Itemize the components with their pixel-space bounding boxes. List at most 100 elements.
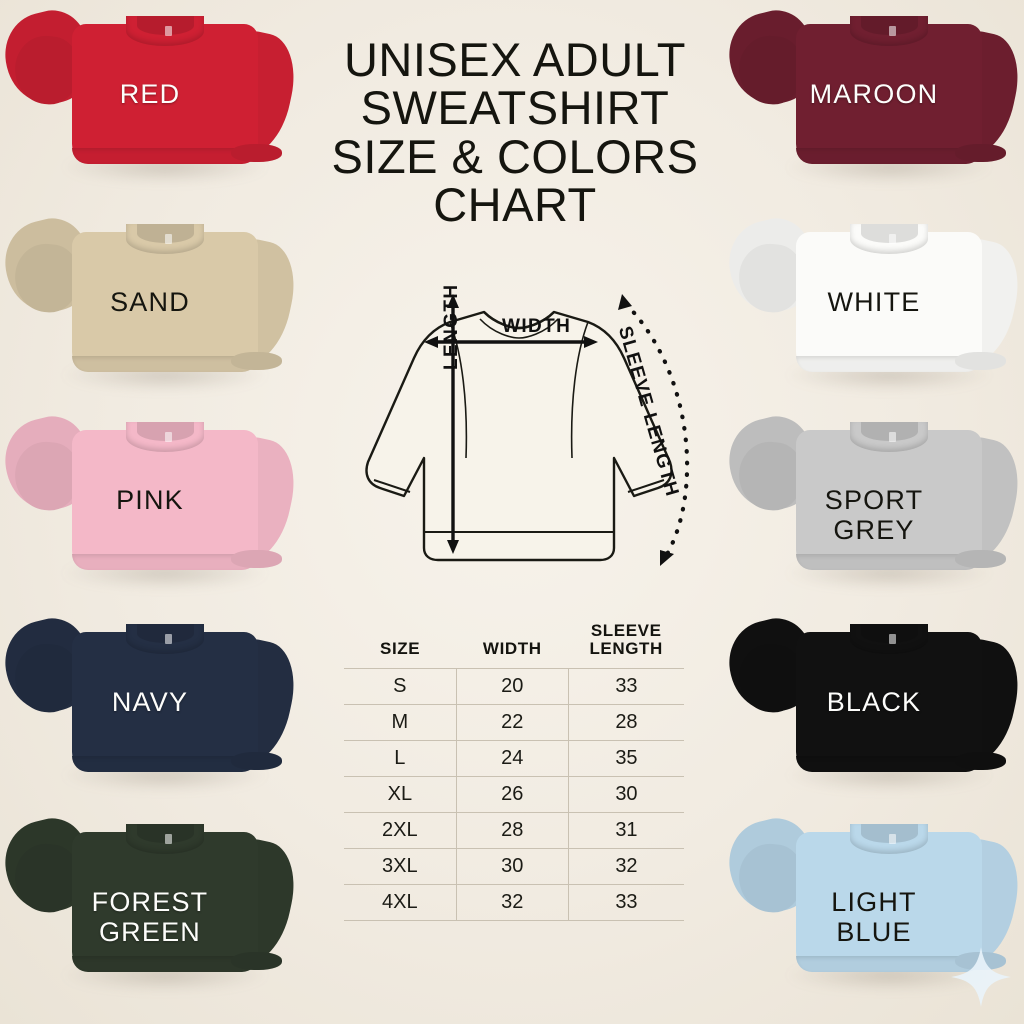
table-row: 4XL 32 33 [344, 883, 684, 921]
cell-width: 32 [455, 883, 569, 921]
right-cuff [955, 752, 1006, 770]
garment-body [796, 232, 982, 372]
right-cuff [955, 144, 1006, 162]
neck-tag [165, 634, 172, 644]
garment-body [72, 632, 258, 772]
cell-sleeve-length: 33 [567, 667, 684, 705]
color-swatch-sport-grey[interactable]: SPORT GREY [720, 409, 1024, 610]
table-row: M 22 28 [344, 703, 684, 741]
column-header-width: WIDTH [482, 639, 542, 659]
table-header-row: SIZE WIDTH SLEEVE LENGTH [344, 620, 684, 668]
title-line-4: CHART [433, 178, 597, 232]
cell-width: 28 [455, 811, 569, 849]
size-table: SIZE WIDTH SLEEVE LENGTH S 20 33 M 22 28 L 24 35 X… [344, 620, 684, 921]
neck-tag [889, 834, 896, 844]
color-swatch-maroon[interactable]: MAROON [720, 3, 1024, 204]
neck-tag [165, 234, 172, 244]
bottom-hem [72, 356, 258, 372]
column-header-sleeve-length: SLEEVE LENGTH [589, 621, 663, 659]
bottom-hem [72, 554, 258, 570]
cell-width: 20 [455, 667, 569, 705]
right-cuff [231, 550, 282, 568]
table-row: S 20 33 [344, 667, 684, 705]
bottom-hem [796, 956, 982, 972]
neck-tag [165, 834, 172, 844]
right-cuff [231, 352, 282, 370]
neck-tag [165, 26, 172, 36]
cell-size: M [344, 703, 457, 741]
sparkle-icon [951, 947, 1011, 1007]
color-swatch-black[interactable]: BLACK [720, 611, 1024, 812]
bottom-hem [72, 756, 258, 772]
cell-size: L [344, 739, 457, 777]
cell-sleeve-length: 32 [567, 847, 684, 885]
table-row: 3XL 30 32 [344, 847, 684, 885]
cell-size: 4XL [344, 883, 457, 921]
title-line-3: SIZE & COLORS [331, 129, 699, 183]
collar-inner [136, 624, 194, 643]
garment-body [796, 832, 982, 972]
collar-inner [136, 224, 194, 243]
right-cuff [231, 144, 282, 162]
collar-inner [860, 824, 918, 843]
table-body: S 20 33 M 22 28 L 24 35 XL 26 30 2XL 28 31 3XL 30 32 4XL 32… [344, 667, 684, 921]
neck-tag [165, 432, 172, 442]
width-dimension-label: WIDTH [502, 316, 572, 337]
cell-size: 2XL [344, 811, 457, 849]
table-row: XL 26 30 [344, 775, 684, 813]
garment-body [796, 24, 982, 164]
bottom-hem [796, 756, 982, 772]
color-swatch-navy[interactable]: NAVY [0, 611, 304, 812]
cell-width: 26 [455, 775, 569, 813]
collar-inner [860, 624, 918, 643]
color-swatch-white[interactable]: WHITE [720, 211, 1024, 412]
cell-size: S [344, 667, 457, 705]
color-swatch-forest-green[interactable]: FOREST GREEN [0, 811, 304, 1012]
color-swatch-pink[interactable]: PINK [0, 409, 304, 610]
sweatshirt-outline-icon [365, 294, 690, 566]
bottom-hem [72, 148, 258, 164]
right-cuff [231, 752, 282, 770]
table-row: L 24 35 [344, 739, 684, 777]
neck-tag [889, 234, 896, 244]
bottom-hem [796, 356, 982, 372]
right-cuff [955, 352, 1006, 370]
color-swatch-light-blue[interactable]: LIGHT BLUE [720, 811, 1024, 1012]
collar-inner [860, 422, 918, 441]
measurement-diagram: WIDTH LENGTH SLEEVE LENGTH [338, 262, 738, 602]
color-swatch-sand[interactable]: SAND [0, 211, 304, 412]
sleeve-length-dimension-label: SLEEVE LENGTH [614, 324, 784, 500]
length-dimension-label: LENGTH [441, 283, 462, 370]
neck-tag [889, 432, 896, 442]
cell-size: XL [344, 775, 457, 813]
cell-sleeve-length: 31 [567, 811, 684, 849]
cell-sleeve-length: 33 [567, 883, 684, 921]
title-line-2: SWEATSHIRT [360, 81, 670, 135]
right-cuff [231, 952, 282, 970]
cell-sleeve-length: 35 [567, 739, 684, 777]
garment-body [72, 24, 258, 164]
bottom-hem [72, 956, 258, 972]
right-cuff [955, 550, 1006, 568]
table-row: 2XL 28 31 [344, 811, 684, 849]
collar-inner [860, 16, 918, 35]
garment-body [796, 632, 982, 772]
bottom-hem [796, 554, 982, 570]
color-swatch-red[interactable]: RED [0, 3, 304, 204]
collar-inner [136, 824, 194, 843]
garment-body [72, 430, 258, 570]
bottom-hem [796, 148, 982, 164]
cell-width: 24 [455, 739, 569, 777]
cell-width: 22 [455, 703, 569, 741]
collar-inner [136, 422, 194, 441]
cell-sleeve-length: 30 [567, 775, 684, 813]
cell-sleeve-length: 28 [567, 703, 684, 741]
collar-inner [860, 224, 918, 243]
garment-body [72, 232, 258, 372]
page-title: UNISEX ADULT SWEATSHIRT SIZE & COLORS CH… [285, 35, 745, 232]
garment-body [72, 832, 258, 972]
cell-width: 30 [455, 847, 569, 885]
neck-tag [889, 26, 896, 36]
collar-inner [136, 16, 194, 35]
